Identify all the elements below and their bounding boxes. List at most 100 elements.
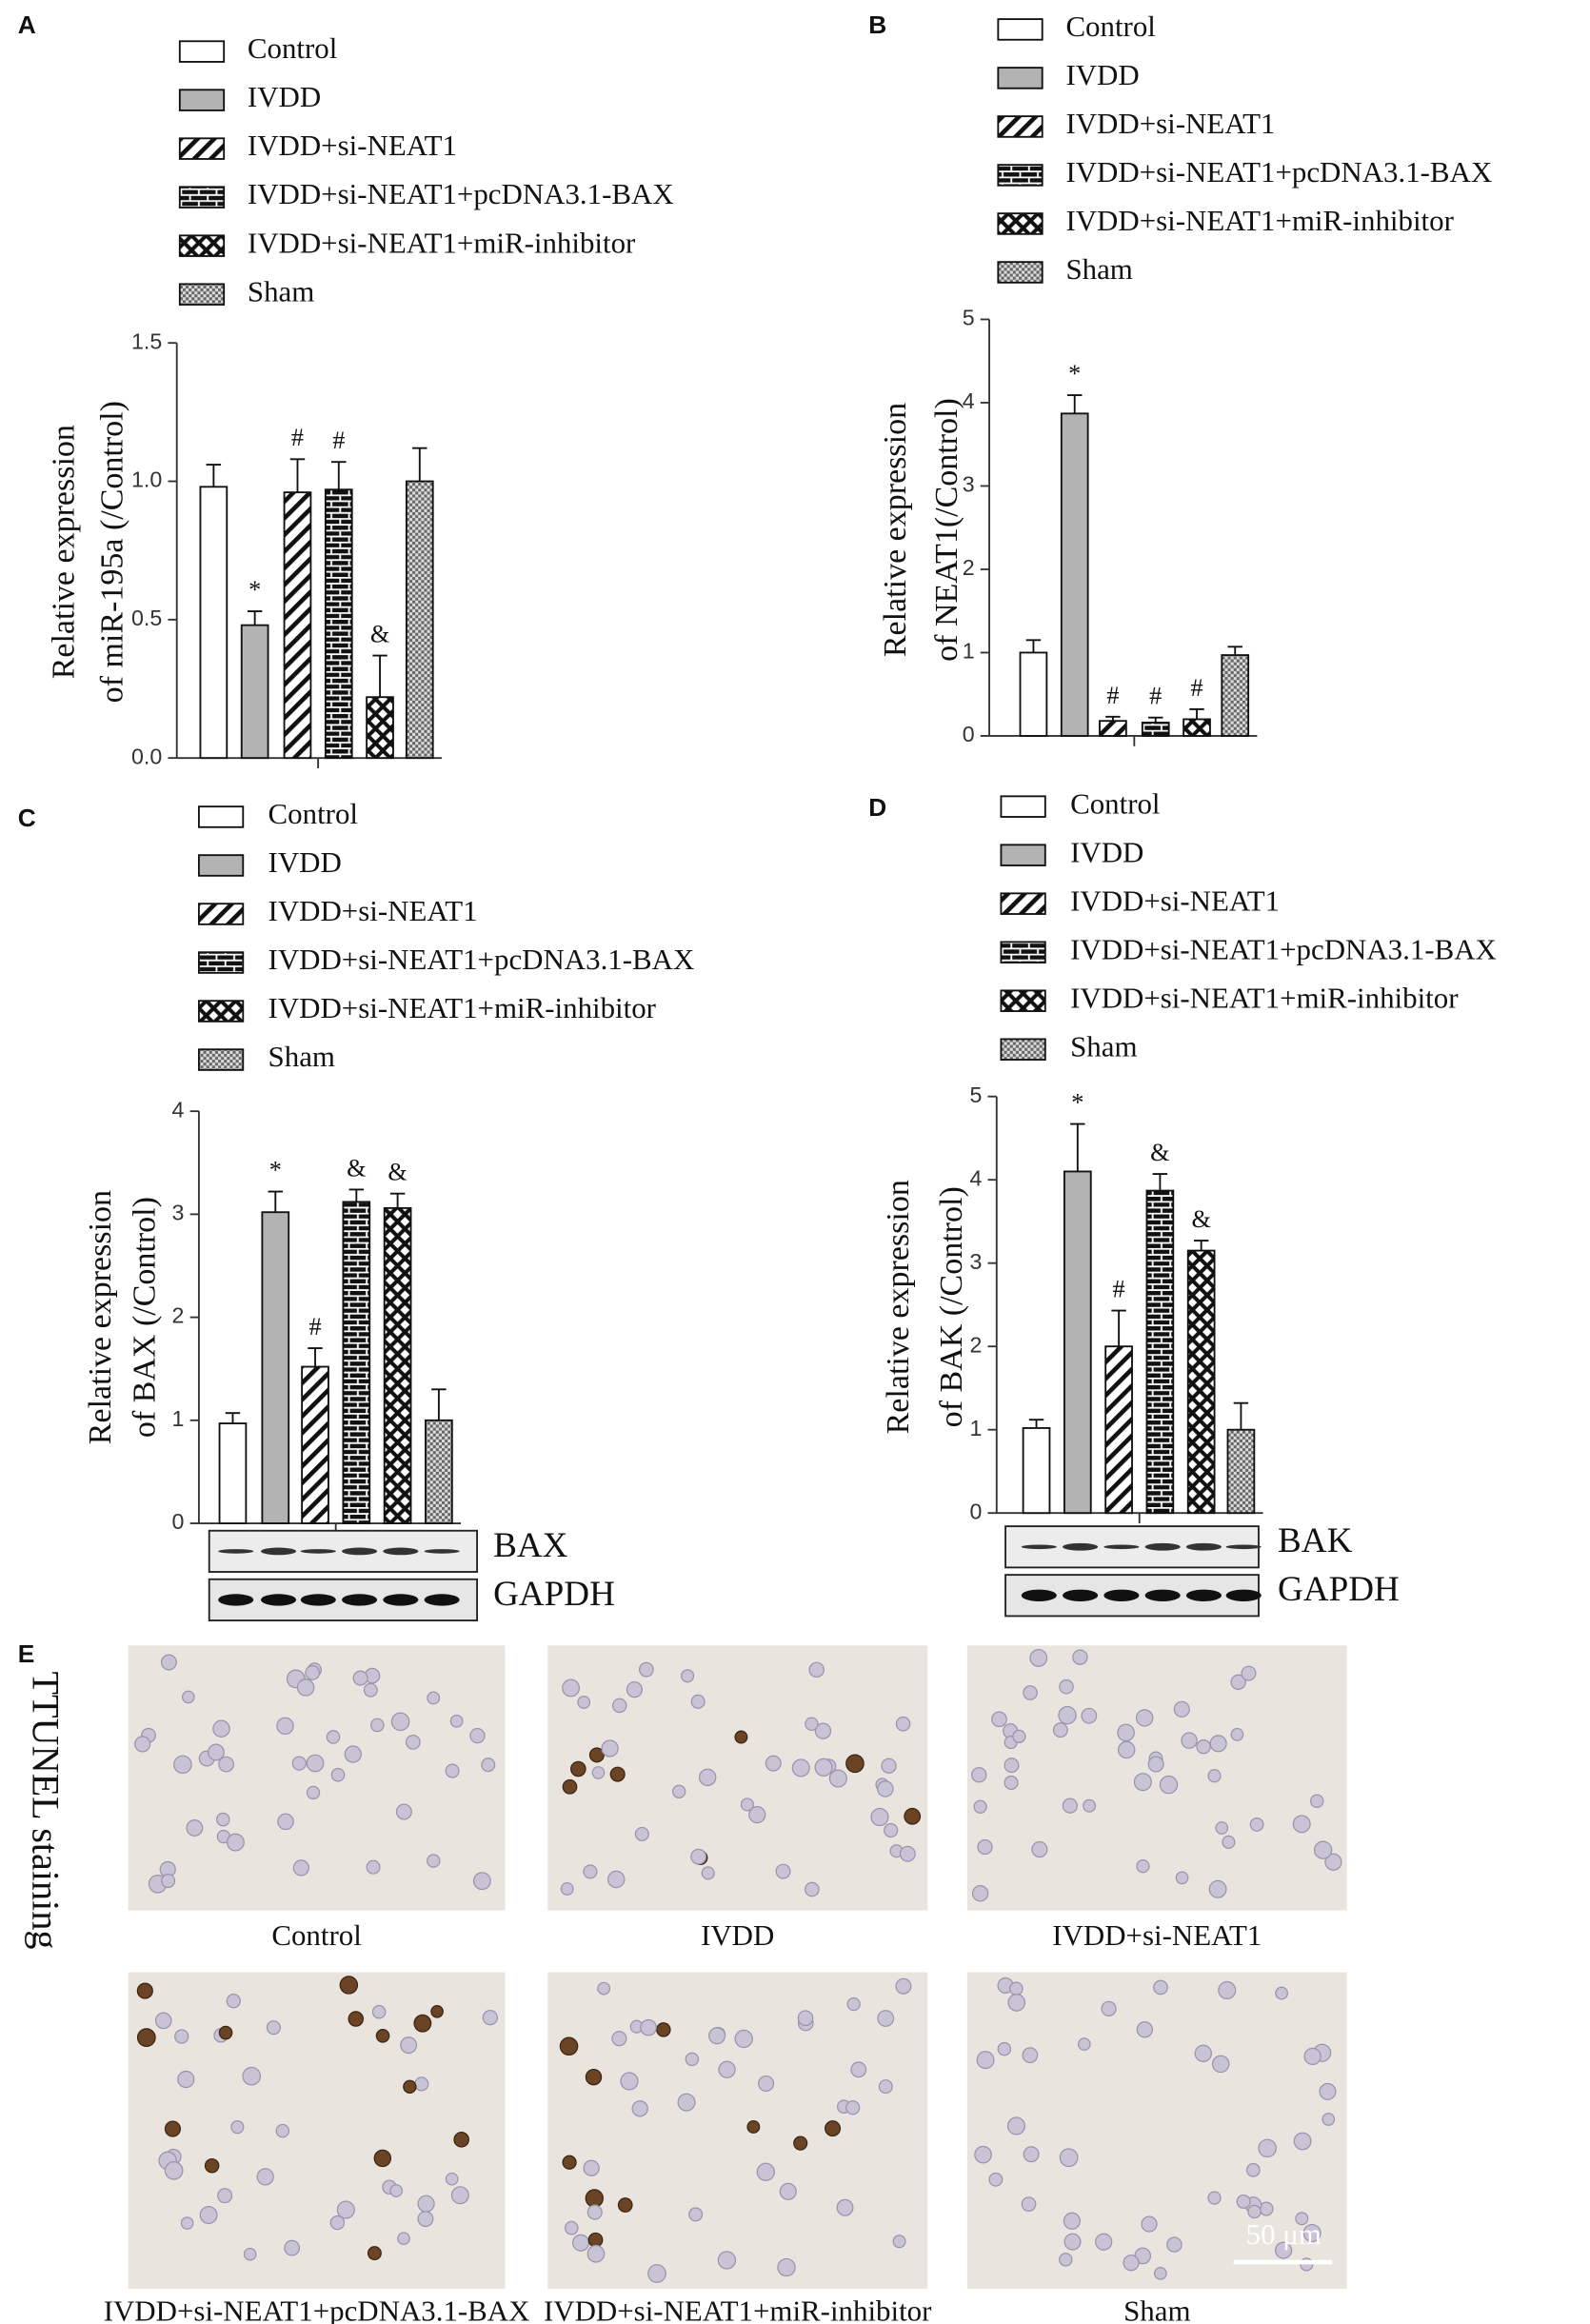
error-bar — [225, 1412, 241, 1424]
error-bar — [268, 1190, 284, 1213]
bar — [301, 1365, 329, 1524]
cell-nucleus — [1147, 1756, 1164, 1773]
blot-band — [342, 1547, 378, 1556]
cell-nucleus — [136, 1982, 153, 1999]
y-tick-label: 3 — [172, 1201, 185, 1225]
panel-letter: E — [18, 1639, 35, 1668]
cell-nucleus — [777, 2257, 796, 2277]
cell-nucleus — [449, 1714, 464, 1728]
cell-nucleus — [199, 2206, 218, 2225]
side-label: TTUNEL staining — [24, 1671, 67, 1949]
cell-nucleus — [1007, 1994, 1026, 2012]
scale-bar-label: 50 μm — [1246, 2217, 1322, 2251]
cell-nucleus — [339, 1976, 359, 1995]
cell-nucleus — [775, 1863, 791, 1879]
cell-nucleus — [607, 1870, 626, 1889]
y-tick-label: 0 — [969, 1499, 982, 1523]
cell-nucleus — [681, 1669, 695, 1683]
cell-nucleus — [136, 2028, 156, 2047]
cell-nucleus — [397, 2232, 410, 2245]
y-axis-label: Relative expression — [83, 1190, 118, 1444]
cell-nucleus — [1059, 1678, 1074, 1695]
image-caption: Control — [271, 1918, 361, 1952]
cell-nucleus — [173, 1755, 192, 1775]
error-bar — [1111, 1309, 1126, 1347]
bar — [1226, 1428, 1256, 1515]
cell-nucleus — [1058, 1705, 1077, 1725]
significance-marker: * — [1071, 1089, 1083, 1117]
panel-letter: D — [868, 793, 886, 822]
cell-nucleus — [256, 2168, 274, 2186]
cell-nucleus — [400, 2036, 418, 2055]
significance-marker: & — [1191, 1205, 1210, 1233]
y-tick-label: 4 — [969, 1165, 982, 1190]
legend-swatch — [197, 903, 245, 925]
cell-nucleus — [677, 2093, 696, 2112]
cell-nucleus — [793, 2135, 808, 2151]
legend-swatch — [997, 164, 1043, 187]
legend-label: Control — [248, 31, 337, 65]
y-tick-label: 2 — [969, 1332, 982, 1357]
cell-nucleus — [375, 2028, 390, 2043]
cell-nucleus — [814, 1722, 832, 1739]
cell-nucleus — [243, 2247, 257, 2261]
legend-swatch — [1000, 1038, 1046, 1061]
significance-marker: & — [388, 1159, 407, 1186]
cell-nucleus — [1241, 1665, 1257, 1681]
legend-swatch — [997, 18, 1043, 41]
blot-band — [1021, 1544, 1057, 1550]
cell-nucleus — [1004, 1758, 1020, 1774]
blot-band — [1021, 1589, 1057, 1601]
cell-nucleus — [562, 2155, 577, 2170]
cell-nucleus — [284, 2239, 301, 2256]
cell-nucleus — [326, 1730, 341, 1744]
cell-nucleus — [583, 2159, 600, 2176]
cell-nucleus — [367, 2246, 382, 2261]
blot-band — [1185, 1542, 1222, 1551]
cell-nucleus — [976, 2051, 995, 2070]
cell-nucleus — [430, 2004, 444, 2018]
cell-nucleus — [1175, 1871, 1189, 1885]
blot-band — [260, 1594, 297, 1606]
cell-nucleus — [1023, 1685, 1038, 1700]
cell-nucleus — [690, 1694, 706, 1709]
cell-nucleus — [413, 2014, 432, 2033]
cell-nucleus — [585, 2189, 604, 2208]
cell-nucleus — [1153, 2266, 1167, 2280]
cell-nucleus — [756, 2162, 775, 2181]
cell-nucleus — [588, 1747, 605, 1763]
cell-nucleus — [1117, 1740, 1136, 1759]
legend-swatch — [997, 115, 1043, 138]
cell-nucleus — [904, 1807, 922, 1825]
cell-nucleus — [1052, 1722, 1068, 1738]
cell-nucleus — [1117, 1723, 1135, 1742]
cell-nucleus — [348, 2011, 365, 2027]
y-tick-label: 2 — [172, 1303, 185, 1328]
blot-band — [1225, 1544, 1262, 1550]
cell-nucleus — [1012, 1729, 1026, 1744]
cell-nucleus — [450, 2186, 469, 2205]
cell-nucleus — [1135, 1709, 1154, 1727]
y-axis-label: of NEAT1(/Control) — [929, 398, 964, 662]
cell-nucleus — [275, 2123, 290, 2138]
blot-label: BAK — [1278, 1521, 1353, 1560]
cell-nucleus — [1218, 1980, 1237, 2000]
cell-nucleus — [352, 1670, 368, 1686]
cell-nucleus — [226, 1994, 241, 2009]
bar — [366, 696, 394, 760]
significance-marker: # — [1190, 674, 1202, 702]
cell-nucleus — [1211, 2055, 1230, 2074]
legend-swatch — [1000, 844, 1046, 866]
cell-nucleus — [1249, 1817, 1264, 1832]
cell-nucleus — [634, 1826, 649, 1841]
error-bar — [348, 1188, 365, 1202]
cell-nucleus — [562, 1778, 578, 1795]
legend-swatch — [197, 805, 245, 828]
cell-nucleus — [277, 1813, 294, 1831]
cell-nucleus — [417, 2211, 434, 2228]
bar — [1186, 1249, 1216, 1515]
blot-band — [218, 1549, 254, 1554]
cell-nucleus — [685, 2052, 700, 2067]
cell-nucleus — [1101, 2000, 1117, 2016]
cell-nucleus — [586, 2204, 603, 2220]
